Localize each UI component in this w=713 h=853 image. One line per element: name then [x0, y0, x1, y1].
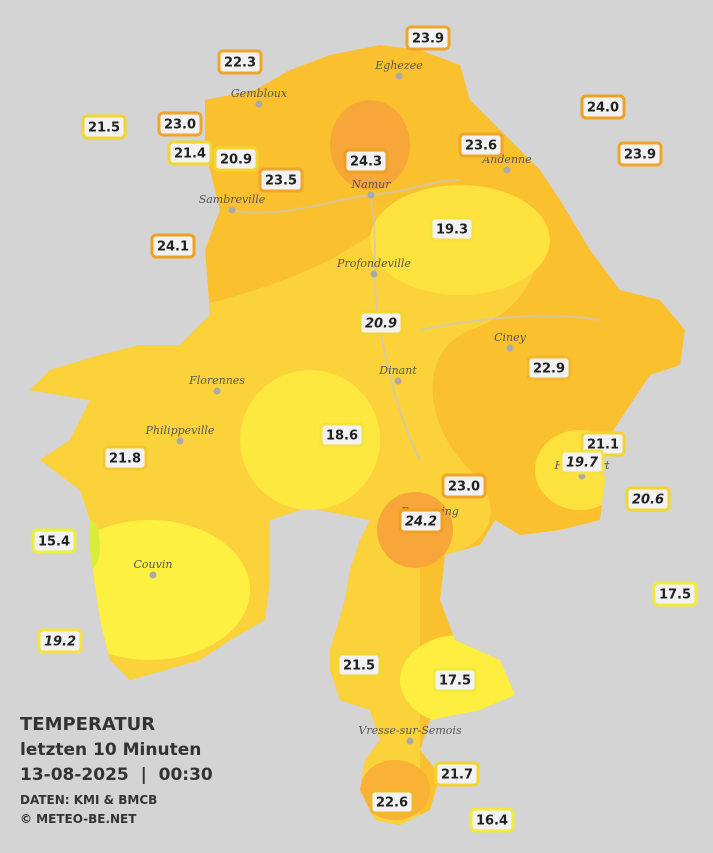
station-value: 21.4	[174, 147, 206, 162]
city-label: Florennes	[188, 374, 245, 387]
legend-credit: © METEO-BE.NET	[20, 812, 137, 826]
station-value: 20.6	[632, 493, 664, 508]
station-box	[343, 148, 389, 174]
station-box	[405, 25, 451, 51]
station-value: 17.5	[439, 674, 471, 689]
station-box	[369, 789, 415, 815]
station-value: 24.3	[350, 155, 382, 170]
station-value: 21.5	[88, 121, 120, 136]
station-box	[398, 508, 444, 534]
station-value: 23.9	[624, 148, 656, 163]
station-value: 21.5	[343, 659, 375, 674]
station-box	[580, 94, 626, 120]
station-value: 19.7	[566, 456, 599, 471]
city-label: Ciney	[494, 331, 527, 344]
station-value: 21.1	[587, 438, 619, 453]
legend: TEMPERATUR letzten 10 Minuten 13-08-2025…	[20, 714, 213, 826]
city-label: Namur	[351, 178, 392, 191]
station-value: 19.3	[436, 223, 468, 238]
station-box	[432, 667, 478, 693]
station-value: 19.2	[44, 635, 76, 650]
legend-title: TEMPERATUR	[20, 714, 155, 735]
station-value: 24.1	[157, 240, 189, 255]
station-box	[358, 310, 404, 336]
station-value: 21.8	[109, 452, 141, 467]
city-label: Gembloux	[231, 87, 288, 100]
station-box	[31, 528, 77, 554]
city-dot	[228, 206, 236, 214]
city-dot	[176, 437, 184, 445]
station-value: 23.6	[465, 139, 497, 154]
city-label: Vresse-sur-Semois	[358, 724, 462, 737]
station-value: 23.5	[265, 174, 297, 189]
city-dot	[395, 72, 403, 80]
station-value: 21.7	[441, 768, 473, 783]
station-box	[37, 628, 83, 654]
station-box	[157, 111, 203, 137]
city-dot	[149, 571, 157, 579]
station-box	[469, 807, 515, 833]
station-value: 24.0	[587, 101, 619, 116]
station-box	[81, 114, 127, 140]
city-dot	[506, 344, 514, 352]
station-box	[458, 132, 504, 158]
station-box	[213, 146, 259, 172]
city-dot	[370, 270, 378, 278]
city-label: Philippeville	[145, 424, 215, 437]
station-box	[434, 761, 480, 787]
station-value: 20.9	[220, 153, 252, 168]
station-value: 22.9	[533, 362, 565, 377]
city-label: Dinant	[378, 364, 417, 377]
station-value: 18.6	[326, 429, 358, 444]
station-value: 23.9	[412, 32, 444, 47]
city-label: Profondeville	[336, 257, 411, 270]
station-box	[102, 445, 148, 471]
station-box	[336, 652, 382, 678]
city-dot	[213, 387, 221, 395]
station-box	[217, 49, 263, 75]
station-box	[319, 422, 365, 448]
city-dot	[406, 737, 414, 745]
station-value: 23.0	[164, 118, 196, 133]
city-dot	[503, 166, 511, 174]
station-box	[617, 141, 663, 167]
station-value: 15.4	[38, 535, 70, 550]
station-value: 20.9	[365, 317, 397, 332]
station-box	[150, 233, 196, 259]
city-label: Couvin	[134, 558, 173, 571]
legend-timestamp: 13-08-2025 | 00:30	[20, 765, 213, 785]
station-value: 17.5	[659, 588, 691, 603]
city-dot	[394, 377, 402, 385]
station-box	[526, 355, 572, 381]
legend-source: DATEN: KMI & BMCB	[20, 793, 157, 807]
station-box	[625, 486, 671, 512]
city-dot	[367, 191, 375, 199]
station-box	[559, 449, 605, 475]
station-value: 22.3	[224, 56, 256, 71]
station-value: 16.4	[476, 814, 508, 829]
city-label: Eghezee	[374, 59, 423, 72]
station-value: 22.6	[376, 796, 408, 811]
station-box	[258, 167, 304, 193]
station-box	[429, 216, 475, 242]
station-value: 23.0	[448, 480, 480, 495]
city-label: Sambreville	[199, 193, 266, 206]
station-box	[441, 473, 487, 499]
station-box	[167, 140, 213, 166]
legend-subtitle: letzten 10 Minuten	[20, 740, 201, 760]
station-value: 24.2	[405, 515, 437, 530]
station-box	[652, 581, 698, 607]
city-dot	[255, 100, 263, 108]
